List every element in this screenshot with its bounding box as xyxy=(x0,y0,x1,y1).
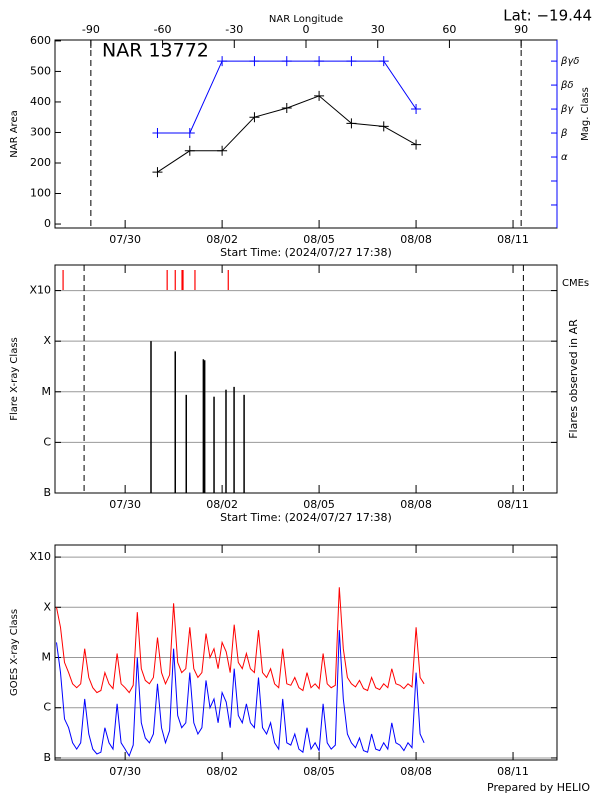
y-tick-label: 400 xyxy=(30,95,51,108)
y-tick-label: X xyxy=(43,600,51,613)
panel-title: NAR 13772 xyxy=(102,40,209,62)
y-tick-label: 0 xyxy=(44,217,51,230)
y-tick-label: C xyxy=(43,701,51,714)
x-tick-label: 08/02 xyxy=(206,498,238,511)
x-tick-label: 08/08 xyxy=(400,765,432,778)
x-axis-label: Start Time: (2024/07/27 17:38) xyxy=(220,511,392,524)
x-tick-label: 08/08 xyxy=(400,233,432,246)
point-marker xyxy=(411,104,422,115)
x-tick-label: 08/05 xyxy=(303,498,335,511)
point-marker xyxy=(346,56,357,67)
x2-tick-label: -60 xyxy=(154,23,172,36)
x-tick-label: 07/30 xyxy=(109,765,141,778)
y-tick-label: B xyxy=(43,486,51,499)
y-tick-label: X10 xyxy=(29,284,51,297)
x2-tick-label: 90 xyxy=(514,23,528,36)
y-tick-label: 100 xyxy=(30,187,51,200)
point-marker xyxy=(152,128,163,139)
point-marker xyxy=(152,167,163,178)
x2-tick-label: 60 xyxy=(442,23,456,36)
y2-tick-label: βγδ xyxy=(560,56,579,67)
y-tick-label: X10 xyxy=(29,550,51,563)
plot-frame xyxy=(54,264,558,494)
y-tick-label: B xyxy=(43,751,51,764)
y-tick-label: C xyxy=(43,435,51,448)
y2-tick-label: βδ xyxy=(560,80,574,91)
x-tick-label: 08/11 xyxy=(497,765,529,778)
point-marker xyxy=(378,56,389,67)
footer: Prepared by HELIO xyxy=(487,781,590,794)
x-tick-label: 08/08 xyxy=(400,498,432,511)
x2-axis-label: NAR Longitude xyxy=(269,14,343,25)
data-line xyxy=(157,60,417,134)
y-axis-label: NAR Area xyxy=(9,110,20,157)
x-tick-label: 08/02 xyxy=(206,233,238,246)
y-tick-label: 500 xyxy=(30,64,51,77)
y-tick-label: 600 xyxy=(30,34,51,47)
y2-axis-label: Mag. Class xyxy=(580,87,591,141)
x-tick-label: 08/05 xyxy=(303,765,335,778)
point-marker xyxy=(378,121,389,132)
x-axis-label: Start Time: (2024/07/27 17:38) xyxy=(220,246,392,259)
point-marker xyxy=(314,56,325,67)
point-marker xyxy=(411,139,422,150)
cme-label: CMEs xyxy=(562,278,589,289)
y-tick-label: 300 xyxy=(30,125,51,138)
point-marker xyxy=(281,56,292,67)
x-tick-label: 08/11 xyxy=(497,498,529,511)
x-tick-label: 08/11 xyxy=(497,233,529,246)
y2-tick-label: β xyxy=(560,128,568,139)
point-marker xyxy=(184,145,195,156)
x-tick-label: 08/05 xyxy=(303,233,335,246)
y2-tick-label: βγ xyxy=(560,104,574,115)
data-line xyxy=(56,587,425,694)
x-tick-label: 07/30 xyxy=(109,498,141,511)
y-tick-label: M xyxy=(42,385,52,398)
x2-tick-label: 30 xyxy=(371,23,385,36)
plot-frame xyxy=(54,39,558,229)
y2-axis-label: Flares observed in AR xyxy=(567,319,580,439)
x-tick-label: 07/30 xyxy=(109,233,141,246)
point-marker xyxy=(217,145,228,156)
x2-tick-label: -90 xyxy=(82,23,100,36)
point-marker xyxy=(249,112,260,123)
y-tick-label: M xyxy=(42,651,52,664)
y-tick-label: X xyxy=(43,334,51,347)
point-marker xyxy=(314,90,325,101)
point-marker xyxy=(281,103,292,114)
point-marker xyxy=(184,128,195,139)
y-tick-label: 200 xyxy=(30,156,51,169)
point-marker xyxy=(249,56,260,67)
point-marker xyxy=(217,56,228,67)
latitude: Lat: −19.44 xyxy=(503,7,592,25)
x2-tick-label: -30 xyxy=(225,23,243,36)
data-line xyxy=(56,630,425,758)
y-axis-label: GOES X-ray Class xyxy=(9,609,20,696)
point-marker xyxy=(346,118,357,129)
x-tick-label: 08/02 xyxy=(206,765,238,778)
y2-tick-label: α xyxy=(561,152,568,163)
y-axis-label: Flare X-ray Class xyxy=(9,337,20,421)
x2-tick-label: 0 xyxy=(303,23,310,36)
plot-frame xyxy=(54,544,558,761)
